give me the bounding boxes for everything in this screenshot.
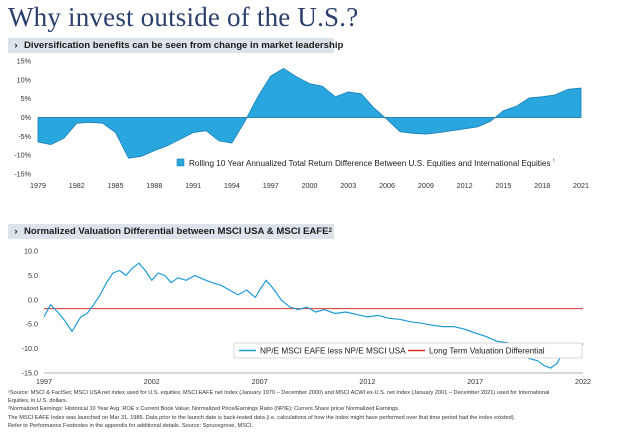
y-tick-label: 0.0 — [28, 295, 38, 304]
x-tick-label: 2003 — [340, 181, 356, 190]
y-tick-label: 5% — [21, 94, 32, 103]
chart-title-valuation: Normalized Valuation Differential betwee… — [24, 226, 329, 237]
x-tick-label: 1982 — [69, 181, 85, 190]
x-tick-label: 2002 — [144, 377, 160, 386]
x-tick-label: 1997 — [263, 181, 279, 190]
legend-label-valuation-differential: NP/E MSCI EAFE less NP/E MSCI USA — [260, 347, 406, 356]
y-tick-label: -15.0 — [22, 369, 38, 378]
legend-background — [172, 155, 580, 170]
return-difference-area — [37, 68, 582, 159]
x-tick-label: 1991 — [185, 181, 201, 190]
y-tick-label: 10% — [17, 75, 32, 84]
page-title: Why invest outside of the U.S.? — [8, 2, 359, 32]
legend-label-return-difference: Rolling 10 Year Annualized Total Return … — [189, 159, 555, 168]
x-tick-label: 2012 — [359, 377, 375, 386]
y-tick-label: -5% — [18, 132, 31, 141]
y-tick-label: -10% — [14, 151, 31, 160]
x-tick-label: 1988 — [146, 181, 162, 190]
x-tick-label: 2017 — [467, 377, 483, 386]
diversification-area-chart: 15%10%5%0%-5%-10%-15% 1979 1982 1985 1988 19… — [14, 57, 589, 191]
x-tick-label: 2009 — [418, 181, 434, 190]
chart-title-diversification: Diversification benefits can be seen fro… — [24, 40, 344, 51]
x-tick-label: 1979 — [30, 181, 46, 190]
x-tick-label: 2015 — [495, 181, 511, 190]
y-tick-label: -5.0 — [26, 320, 38, 329]
section-header-valuation: › Normalized Valuation Differential betwe… — [8, 224, 334, 239]
x-tick-label: 2021 — [573, 181, 589, 190]
y-tick-label: -15% — [14, 170, 31, 179]
x-tick-label: 2007 — [252, 377, 268, 386]
y-axis-ticks: 15% 10% 5% 0% -5% -10% -15% — [14, 57, 31, 179]
y-tick-label: 0% — [21, 113, 32, 122]
chevron-right-icon: › — [14, 40, 18, 51]
y-axis-ticks: 10.0 5.0 0.0 -5.0 -10.0 -15.0 — [22, 247, 38, 378]
y-tick-label: 5.0 — [28, 271, 38, 280]
x-tick-label: 2022 — [575, 377, 591, 386]
legend-swatch-return-difference — [176, 158, 185, 167]
title-footnote-marker: 2 — [328, 228, 332, 234]
footnote-line: ²Normalized Earnings: Historical 10 Year… — [8, 406, 400, 413]
x-tick-label: 2012 — [457, 181, 473, 190]
footnote-line: Equities, in U.S. dollars. — [8, 398, 68, 405]
y-tick-label: 10.0 — [24, 247, 38, 256]
x-tick-label: 1997 — [36, 377, 52, 386]
x-axis-ticks: 1979 1982 1985 1988 1991 1994 1997 2000 2003 2006… — [30, 181, 589, 190]
x-tick-label: 2006 — [379, 181, 395, 190]
x-tick-label: 1985 — [108, 181, 124, 190]
valuation-line-chart: 10.0 5.0 0.0 -5.0 -10.0 -15.0 1997 2002 2007 201… — [22, 247, 591, 387]
chevron-right-icon: › — [14, 226, 18, 237]
footnote-line: The MSCI EAFE Index was launched on Mar … — [8, 414, 516, 421]
legend: Rolling 10 Year Annualized Total Return … — [172, 155, 580, 170]
x-axis-ticks: 1997 2002 2007 2012 2017 2022 — [36, 377, 591, 386]
footnote-line: Refer to Performance Footnotes in the ap… — [8, 422, 254, 429]
y-tick-label: 15% — [17, 57, 32, 66]
x-tick-label: 1994 — [224, 181, 240, 190]
y-tick-label: -10.0 — [22, 344, 38, 353]
section-header-diversification: › Diversification benefits can be seen fr… — [8, 38, 343, 53]
footnote-line: ¹Source: MSCI & FactSet; MSCI USA net in… — [8, 390, 550, 396]
legend: NP/E MSCI EAFE less NP/E MSCI USA Long T… — [233, 342, 583, 359]
x-tick-label: 2000 — [302, 181, 318, 190]
footnotes: ¹Source: MSCI & FactSet; MSCI USA net in… — [8, 389, 620, 430]
x-tick-label: 2018 — [534, 181, 550, 190]
legend-label-long-term-differential: Long Term Valuation Differential — [429, 347, 545, 356]
